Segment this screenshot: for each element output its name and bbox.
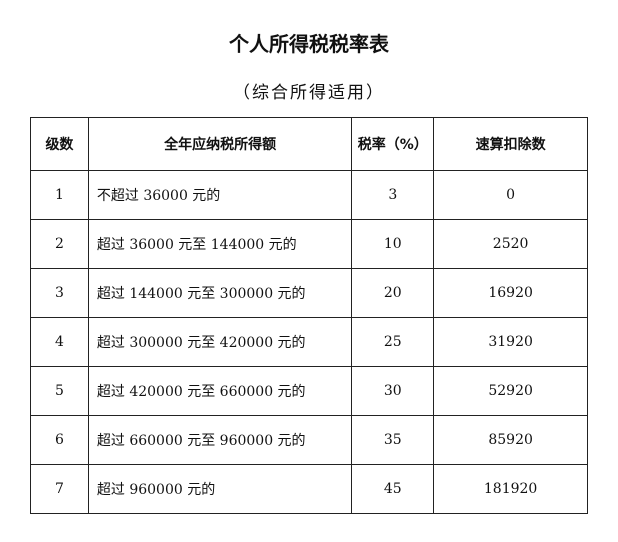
cell-level: 1 [30,170,89,220]
table-header-row: 级数 全年应纳税所得额 税率（%） 速算扣除数 [30,117,588,171]
cell-tax-rate: 10 [351,219,435,269]
tax-rate-table: 级数 全年应纳税所得额 税率（%） 速算扣除数 1 不超过 36000 元的 3 0 2… [30,117,588,514]
table-row: 2 超过 36000 元至 144000 元的 10 2520 [30,219,588,269]
cell-level: 2 [30,219,89,269]
table-row: 5 超过 420000 元至 660000 元的 30 52920 [30,366,588,416]
table-row: 1 不超过 36000 元的 3 0 [30,170,588,220]
header-level: 级数 [30,117,89,171]
header-tax-rate: 税率（%） [351,117,435,171]
header-quick-deduction: 速算扣除数 [433,117,588,171]
cell-quick-deduction: 31920 [433,317,588,367]
cell-tax-rate: 30 [351,366,435,416]
cell-taxable-income: 超过 960000 元的 [87,464,353,514]
cell-level: 7 [30,464,89,514]
cell-taxable-income: 超过 36000 元至 144000 元的 [87,219,353,269]
table-row: 7 超过 960000 元的 45 181920 [30,464,588,514]
cell-quick-deduction: 181920 [433,464,588,514]
cell-quick-deduction: 2520 [433,219,588,269]
table-row: 4 超过 300000 元至 420000 元的 25 31920 [30,317,588,367]
cell-tax-rate: 25 [351,317,435,367]
table-row: 6 超过 660000 元至 960000 元的 35 85920 [30,415,588,465]
cell-tax-rate: 3 [351,170,435,220]
table-row: 3 超过 144000 元至 300000 元的 20 16920 [30,268,588,318]
cell-taxable-income: 超过 420000 元至 660000 元的 [87,366,353,416]
cell-taxable-income: 超过 660000 元至 960000 元的 [87,415,353,465]
cell-quick-deduction: 52920 [433,366,588,416]
cell-level: 6 [30,415,89,465]
header-taxable-income: 全年应纳税所得额 [87,117,353,171]
cell-level: 3 [30,268,89,318]
cell-taxable-income: 超过 144000 元至 300000 元的 [87,268,353,318]
cell-quick-deduction: 85920 [433,415,588,465]
cell-taxable-income: 不超过 36000 元的 [87,170,353,220]
cell-taxable-income: 超过 300000 元至 420000 元的 [87,317,353,367]
document-title: 个人所得税税率表 [229,32,389,56]
cell-quick-deduction: 16920 [433,268,588,318]
cell-level: 4 [30,317,89,367]
cell-quick-deduction: 0 [433,170,588,220]
cell-level: 5 [30,366,89,416]
document-subtitle: （综合所得适用） [233,83,385,103]
cell-tax-rate: 35 [351,415,435,465]
cell-tax-rate: 45 [351,464,435,514]
cell-tax-rate: 20 [351,268,435,318]
